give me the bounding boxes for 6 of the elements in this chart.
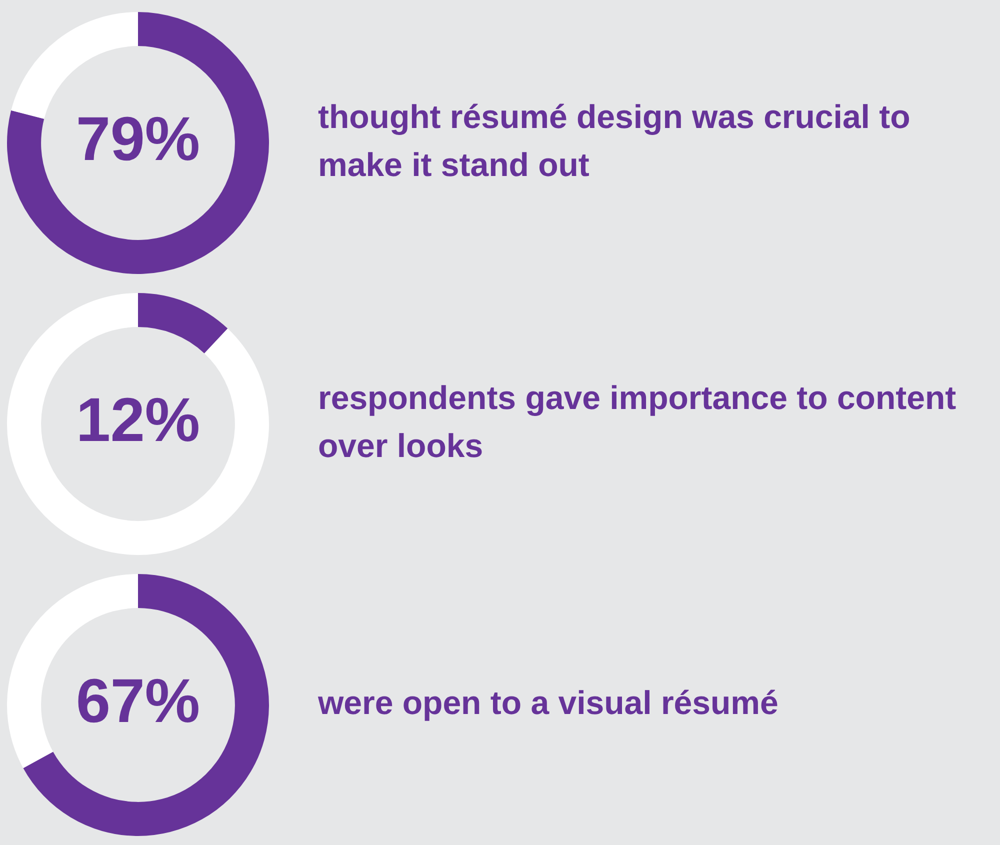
data-label: 67% xyxy=(76,667,200,736)
text: thought résumé design was crucial to make it stand out xyxy=(318,96,912,184)
data-label: 79% xyxy=(76,105,200,174)
text: were open to a visual résumé xyxy=(318,682,780,723)
text: respondents gave importance to content over looks xyxy=(318,378,958,466)
data-label: 12% xyxy=(76,386,200,456)
